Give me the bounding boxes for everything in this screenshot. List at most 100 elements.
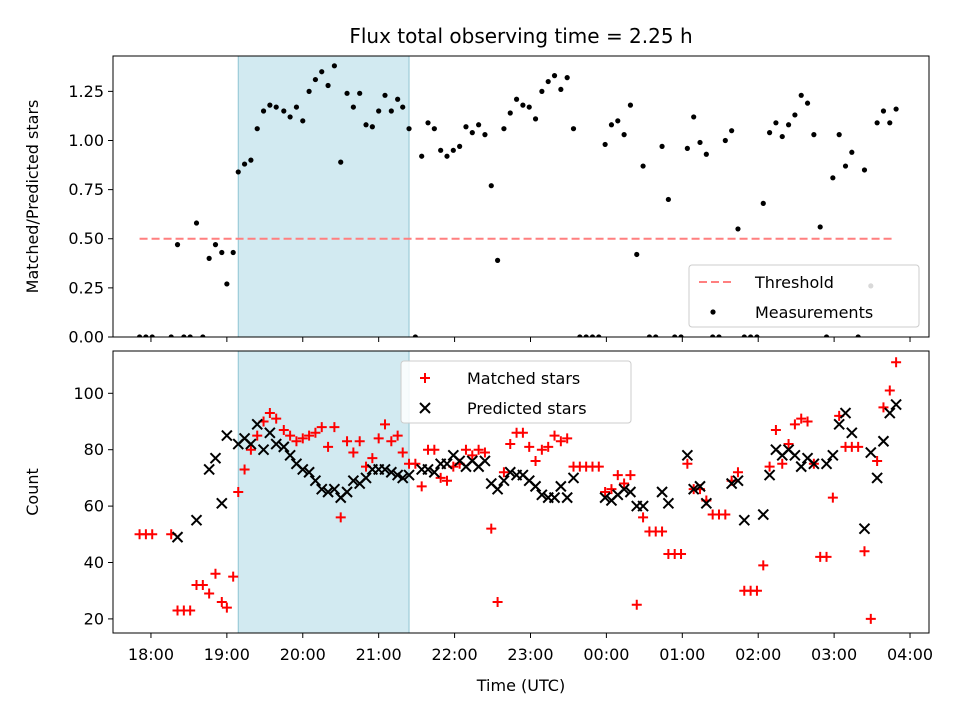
matched-stars-point (606, 484, 617, 495)
matched-stars-point (536, 444, 547, 455)
matched-stars-point (386, 436, 397, 447)
matched-stars-point (278, 424, 289, 435)
predicted-stars-point (725, 477, 738, 490)
measurements-point (817, 224, 823, 230)
matched-stars-point (549, 430, 560, 441)
measurements-point (513, 96, 520, 102)
predicted-stars-point (341, 486, 353, 498)
predicted-stars-legend-label: Predicted stars (467, 399, 587, 418)
measurements-point (219, 249, 225, 256)
panel-2-frame (112, 350, 930, 634)
predicted-stars-point (681, 449, 694, 462)
predicted-stars-point (221, 429, 233, 442)
highlight-spans (237, 55, 410, 634)
matched-stars-point (252, 430, 263, 441)
x-tick-label: 03:00 (811, 645, 857, 664)
measurements-point (406, 126, 412, 132)
measurements-point (855, 334, 861, 337)
matched-stars-point (764, 461, 775, 472)
measurements-point (526, 104, 532, 110)
predicted-stars-point (171, 531, 184, 543)
x-tick-label: 22:00 (432, 645, 478, 664)
predicted-stars-point (322, 486, 334, 498)
measurements-point (376, 108, 382, 114)
measurements-point (363, 122, 369, 128)
legend-box (400, 360, 632, 424)
measurements-point (716, 334, 722, 337)
matched-stars-point (460, 444, 471, 455)
predicted-stars-point (871, 472, 883, 484)
measurements-point (773, 120, 779, 126)
measurements-point (880, 108, 887, 114)
legend-box (688, 264, 920, 328)
predicted-stars-legend-marker (419, 402, 431, 414)
matched-stars-point (239, 464, 250, 475)
measurements-point (469, 130, 475, 136)
matched-stars-point (348, 447, 359, 458)
y-tick-label: 60 (84, 497, 104, 516)
y-tick-label: 1.00 (68, 131, 104, 150)
measurements-point (350, 104, 356, 110)
measurements-point (143, 334, 149, 337)
measurements-point (230, 249, 236, 256)
measurements-point (532, 116, 539, 122)
measurements-point (319, 69, 325, 75)
measurements-point (779, 133, 785, 140)
matched-stars-point (233, 487, 244, 497)
measurements-point (450, 147, 456, 153)
measurements-point (438, 147, 444, 153)
predicted-stars-point (385, 466, 398, 478)
panel-2-series (134, 357, 902, 624)
matched-stars-point (297, 433, 308, 444)
matched-stars-point (492, 596, 503, 607)
y-axis-label: Count (23, 468, 42, 516)
y-tick-label: 100 (73, 384, 104, 403)
measurements-point (596, 334, 602, 337)
predicted-stars-point (328, 483, 341, 495)
matched-stars-point (517, 427, 528, 438)
chart-title: Flux total observing time = 2.25 h (349, 24, 692, 48)
matched-stars-point (204, 588, 215, 599)
matched-stars-point (310, 427, 321, 438)
measurements-point (395, 96, 401, 102)
measurements-point (254, 126, 260, 132)
measurements-point (431, 126, 437, 132)
measurements-point (293, 104, 300, 110)
measurements-point (235, 169, 241, 175)
matched-stars-legend-marker (420, 373, 430, 383)
measurements-point (545, 78, 551, 85)
measurements-point (874, 120, 880, 126)
predicted-stars-point (599, 491, 611, 504)
matched-stars-point (373, 433, 384, 444)
measurements-point (684, 145, 690, 151)
measurements-point (634, 251, 640, 258)
predicted-stars-point (732, 475, 744, 487)
measurements-legend-marker (710, 309, 716, 315)
predicted-stars-point (846, 427, 858, 439)
measurements-point (287, 114, 293, 120)
matched-stars-point (392, 430, 403, 441)
measurements-point (754, 334, 760, 337)
predicted-stars-point (789, 449, 801, 462)
legend-1: Threshold Measurements (688, 264, 920, 328)
matched-stars-point (865, 613, 876, 624)
matched-stars-point (524, 441, 535, 452)
panel-1-series (136, 63, 899, 337)
measurements-point (520, 102, 526, 108)
measurements-point (748, 334, 754, 337)
matched-stars-point (530, 455, 541, 466)
measurements-point (539, 88, 545, 94)
measurements-point (893, 106, 899, 112)
predicted-stars-point (347, 475, 360, 487)
matched-stars-point (486, 523, 497, 534)
measurements-point (206, 255, 212, 261)
matched-stars-point (625, 470, 636, 481)
predicted-stars-point (360, 472, 372, 484)
matched-stars-point (720, 509, 731, 520)
measurements-point (722, 137, 728, 144)
measurements-point (602, 141, 608, 148)
predicted-stars-point (738, 514, 751, 526)
plot-data (134, 63, 902, 624)
matched-stars-point (228, 571, 239, 582)
